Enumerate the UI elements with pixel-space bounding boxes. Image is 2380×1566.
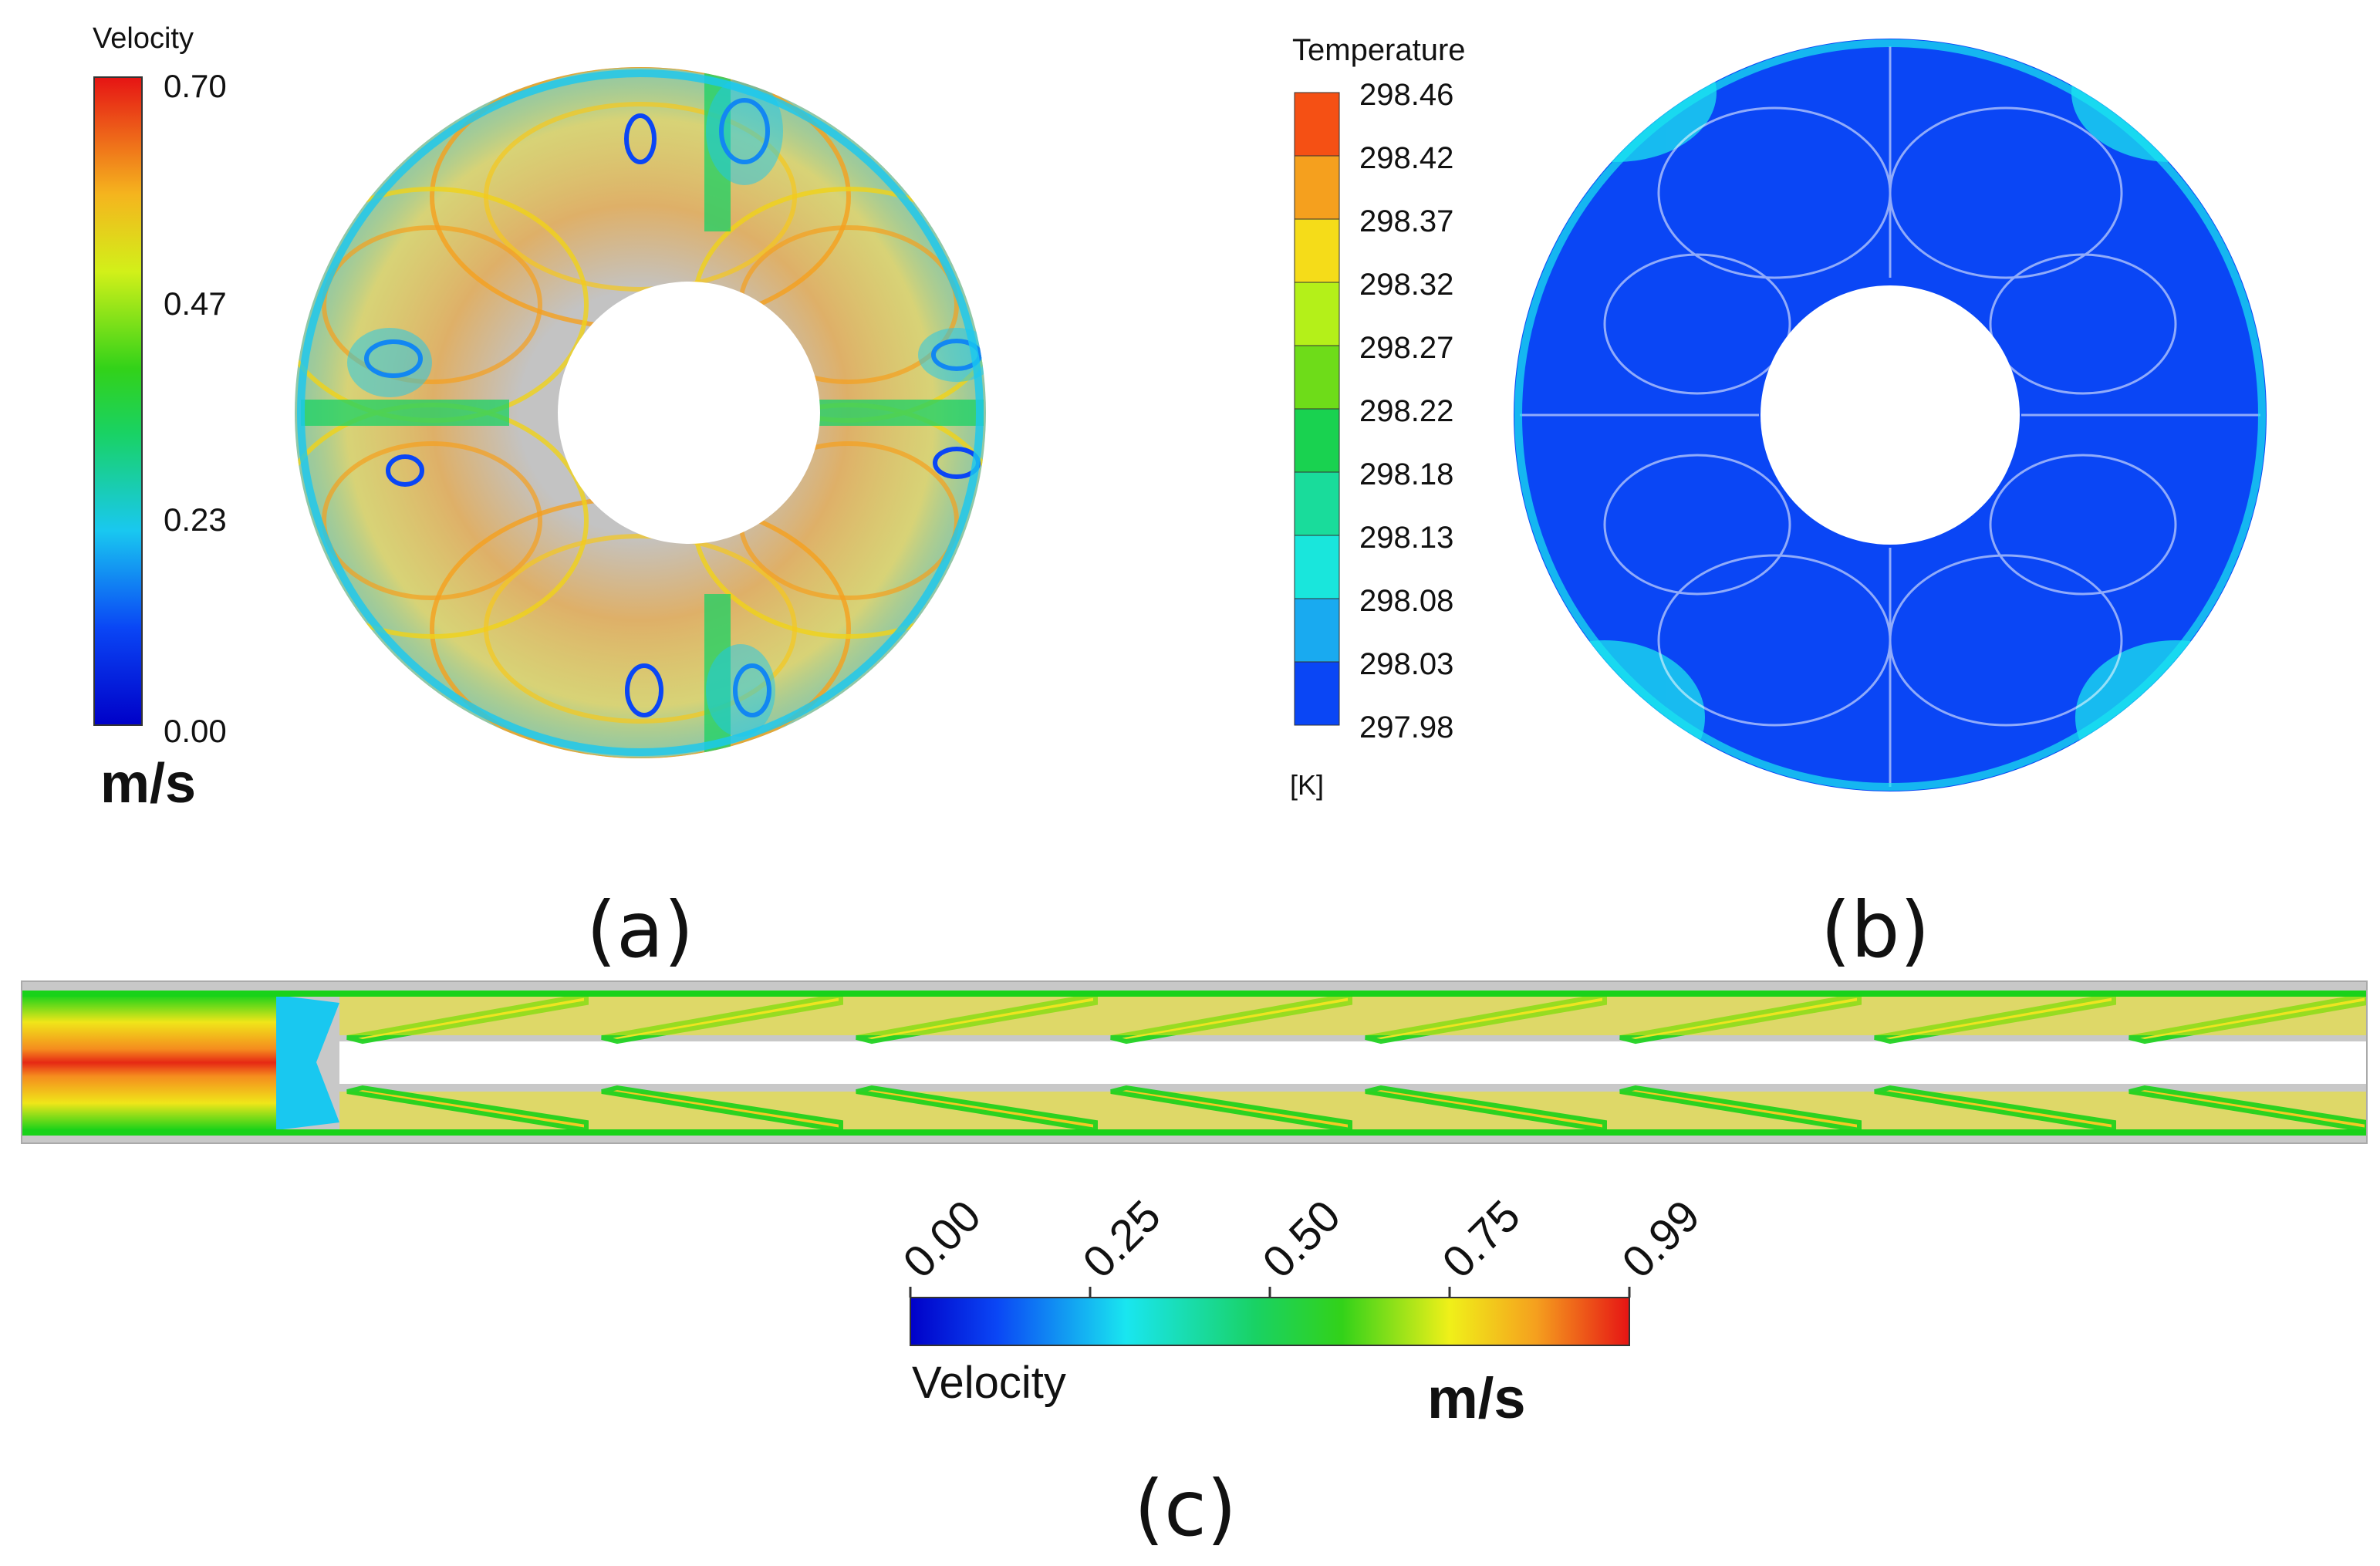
legend-b-unit: [K]	[1290, 769, 1324, 801]
legend-c-tick: 0.25	[1073, 1190, 1170, 1288]
legend-b-tick: 297.98	[1359, 710, 1453, 744]
panel-a: Velocity 0.70 0.47 0.23 0.00 m/s	[93, 22, 986, 975]
legend-b: Temperature 298.46 298.42 298.37 298.32 …	[1290, 33, 1466, 801]
legend-a-colorbar	[93, 76, 143, 726]
legend-a: Velocity 0.70 0.47 0.23 0.00 m/s	[93, 22, 227, 815]
legend-b-title: Temperature	[1292, 33, 1466, 67]
legend-b-tick: 298.42	[1359, 141, 1453, 175]
legend-a-unit: m/s	[100, 753, 196, 815]
legend-a-tick: 0.70	[164, 68, 227, 104]
legend-c-tick: 0.99	[1612, 1190, 1710, 1288]
legend-b-tick: 298.08	[1359, 584, 1453, 618]
legend-a-tick: 0.23	[164, 501, 227, 538]
legend-a-title: Velocity	[93, 22, 194, 55]
legend-a-tick: 0.00	[164, 713, 227, 749]
panel-b: Temperature 298.46 298.42 298.37 298.32 …	[1290, 33, 2267, 975]
legend-b-tick: 298.22	[1359, 394, 1453, 428]
legend-c-tick: 0.00	[893, 1190, 991, 1288]
legend-b-colorbar	[1294, 92, 1340, 726]
legend-b-tick: 298.13	[1359, 521, 1453, 555]
legend-b-tick: 298.18	[1359, 457, 1453, 491]
legend-c-tick: 0.75	[1433, 1190, 1530, 1288]
legend-b-tick: 298.37	[1359, 204, 1453, 238]
temperature-field-b	[1514, 39, 2267, 791]
legend-b-tick: 298.27	[1359, 331, 1453, 365]
legend-b-tick: 298.32	[1359, 268, 1453, 302]
legend-c-title: Velocity	[912, 1358, 1066, 1408]
legend-c: 0.00 0.25 0.50 0.75 0.99 Velocity m/s	[893, 1190, 1710, 1430]
panel-b-label: (b)	[1821, 885, 1930, 975]
panel-a-label: (a)	[586, 885, 694, 975]
legend-a-tick: 0.47	[164, 285, 227, 322]
panel-c: 0.00 0.25 0.50 0.75 0.99 Velocity m/s (c…	[21, 980, 2368, 1554]
legend-b-tick: 298.03	[1359, 647, 1453, 681]
streamline-field-a	[295, 67, 986, 758]
panel-c-label: (c)	[1134, 1463, 1237, 1554]
tube-streamline-field-c	[21, 980, 2368, 1144]
legend-c-colorbar	[910, 1297, 1630, 1346]
legend-c-unit: m/s	[1427, 1366, 1526, 1430]
legend-c-tick: 0.50	[1253, 1190, 1350, 1288]
legend-b-tick: 298.46	[1359, 78, 1453, 112]
